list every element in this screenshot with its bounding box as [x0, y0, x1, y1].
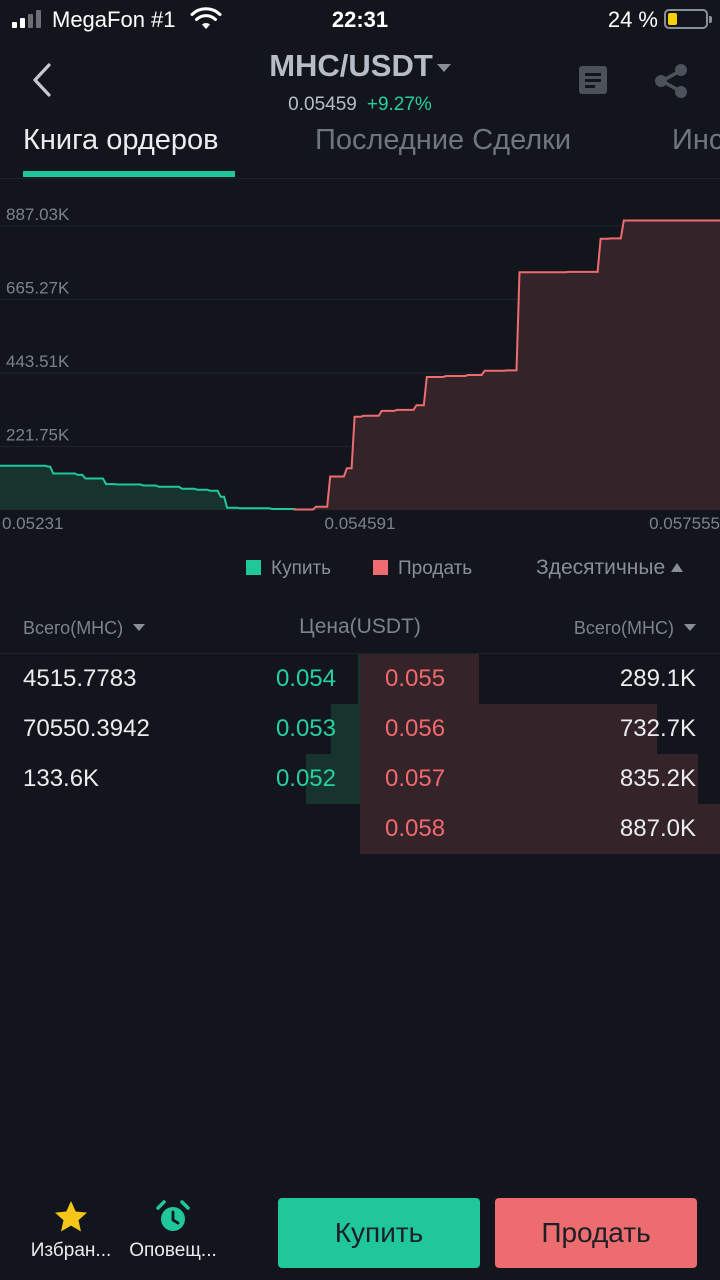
price-header: Цена(USDT) — [299, 615, 421, 638]
status-bar: MegaFon #1 22:31 24 % — [0, 0, 720, 40]
pair-title: MHC/USDT — [269, 48, 433, 83]
sell-button[interactable]: Продать — [495, 1198, 697, 1268]
legend-buy: Купить — [246, 558, 331, 580]
legend-buy-swatch — [246, 560, 261, 575]
bid-total: 4515.7783 — [23, 665, 137, 692]
bid-price[interactable]: 0.052 — [275, 765, 336, 792]
ask-total: 289.1K — [619, 665, 696, 692]
buy-depth-area — [0, 465, 297, 510]
battery-percent: 24 % — [607, 7, 658, 32]
ask-depth-bar — [360, 754, 698, 804]
depth-chart[interactable]: 887.03K 665.27K 443.51K 221.75K 0.05231 0.054… — [0, 180, 720, 540]
price-summary: 0.05459 +9.27% — [0, 94, 720, 116]
legend-sell: Продать — [373, 558, 472, 580]
legend-sell-label: Продать — [398, 558, 473, 579]
buy-depth-line — [0, 464, 297, 511]
sell-depth-area — [293, 220, 720, 510]
y-tick-label: 443.51K — [6, 352, 70, 371]
tab-recent-trades[interactable]: Последние Сделки — [315, 124, 572, 156]
wifi-icon — [190, 7, 222, 29]
ask-total: 732.7K — [619, 715, 696, 742]
ask-total: 835.2K — [619, 765, 696, 792]
battery-icon — [664, 9, 712, 29]
chevron-down-icon — [684, 624, 696, 631]
bid-total: 133.6K — [23, 765, 100, 792]
back-arrow-icon[interactable] — [24, 60, 64, 100]
triangle-up-icon — [671, 563, 684, 572]
star-icon — [55, 1201, 87, 1232]
bid-depth-bar — [306, 754, 360, 804]
tab-order-book[interactable]: Книга ордеров — [23, 124, 219, 156]
bid-depth-bar — [358, 654, 360, 704]
ask-price[interactable]: 0.057 — [385, 765, 446, 792]
ask-depth-bar — [360, 654, 479, 704]
ask-total-header[interactable]: Всего(MHC) — [574, 618, 696, 639]
bid-price[interactable]: 0.054 — [275, 665, 336, 692]
ask-total-header-label: Всего(MHC) — [573, 618, 674, 638]
sell-depth-line — [293, 219, 720, 511]
y-tick-label: 665.27K — [6, 278, 70, 297]
alarm-clock-icon — [156, 1200, 190, 1231]
legend-sell-swatch — [373, 560, 388, 575]
bid-total-header-label: Всего(MHC) — [23, 618, 124, 638]
ask-depth-bar — [360, 804, 720, 854]
y-tick-label: 221.75K — [6, 425, 70, 444]
favorites-button[interactable]: Избран... — [28, 1198, 114, 1262]
chevron-down-icon — [133, 624, 146, 631]
chevron-down-icon — [436, 63, 451, 72]
document-icon[interactable] — [576, 63, 610, 97]
bid-depth-bar — [331, 704, 360, 754]
divider — [0, 653, 720, 654]
ask-depth-bar — [360, 704, 657, 754]
alerts-label: Оповещ... — [129, 1240, 217, 1261]
buy-button[interactable]: Купить — [278, 1198, 480, 1268]
y-tick-label: 887.03K — [6, 205, 70, 224]
decimals-selector[interactable]: Здесятичные — [536, 556, 684, 580]
favorites-label: Избран... — [30, 1240, 112, 1261]
tab-info[interactable]: Инс — [672, 124, 720, 156]
x-tick-label: 0.054591 — [325, 514, 396, 533]
ask-price[interactable]: 0.058 — [385, 815, 446, 842]
ask-total: 887.0K — [619, 815, 696, 842]
bid-total: 70550.3942 — [23, 715, 150, 742]
alerts-button[interactable]: Оповещ... — [126, 1198, 220, 1262]
pair-selector[interactable]: MHC/USDT — [0, 48, 720, 84]
last-price: 0.05459 — [288, 94, 357, 115]
clock: 22:31 — [331, 7, 389, 32]
share-icon[interactable] — [652, 62, 690, 100]
signal-icon — [12, 10, 46, 28]
bid-total-header[interactable]: Всего(MHC) — [23, 618, 146, 639]
active-tab-indicator — [23, 171, 235, 177]
bid-price[interactable]: 0.053 — [275, 715, 336, 742]
decimals-label: Здесятичные — [536, 556, 666, 579]
ask-price[interactable]: 0.056 — [385, 715, 446, 742]
legend-buy-label: Купить — [271, 558, 332, 579]
divider — [0, 178, 720, 179]
carrier-name: MegaFon #1 — [52, 7, 176, 32]
x-tick-label: 0.05231 — [2, 514, 63, 533]
price-change: +9.27% — [366, 94, 432, 115]
ask-price[interactable]: 0.055 — [385, 665, 446, 692]
x-tick-label: 0.057555 — [649, 514, 720, 533]
